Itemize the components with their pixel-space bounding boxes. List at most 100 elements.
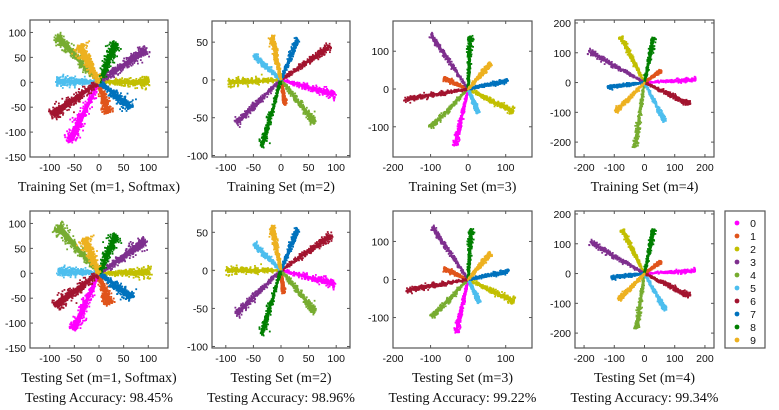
data-point bbox=[79, 66, 82, 69]
data-point bbox=[72, 103, 75, 106]
data-point bbox=[233, 85, 235, 88]
data-point bbox=[269, 123, 272, 126]
data-point bbox=[120, 102, 123, 105]
data-point bbox=[52, 106, 54, 109]
data-point bbox=[101, 107, 104, 110]
data-point bbox=[118, 102, 121, 105]
data-point bbox=[245, 82, 247, 85]
data-point bbox=[277, 84, 280, 87]
cluster-core bbox=[280, 45, 331, 81]
data-point bbox=[51, 117, 54, 120]
data-point bbox=[264, 126, 267, 129]
data-point bbox=[118, 83, 121, 86]
data-point bbox=[268, 113, 271, 116]
data-point bbox=[306, 118, 309, 120]
data-point bbox=[77, 130, 80, 133]
data-point bbox=[114, 97, 117, 99]
data-point bbox=[302, 112, 305, 115]
data-point bbox=[313, 122, 315, 125]
data-point bbox=[92, 81, 95, 84]
data-point bbox=[101, 87, 104, 90]
data-point bbox=[92, 97, 94, 100]
data-point bbox=[118, 94, 120, 97]
data-point bbox=[112, 61, 114, 64]
data-point bbox=[262, 100, 264, 103]
data-point bbox=[108, 70, 110, 73]
data-point bbox=[312, 116, 315, 119]
data-point bbox=[84, 100, 87, 103]
data-point bbox=[94, 69, 96, 72]
data-point bbox=[54, 40, 57, 43]
data-point bbox=[299, 101, 302, 104]
data-point bbox=[55, 44, 58, 47]
cluster-core bbox=[98, 81, 132, 110]
data-point bbox=[113, 83, 115, 85]
data-point bbox=[246, 84, 249, 86]
data-point bbox=[308, 119, 311, 122]
data-point bbox=[108, 50, 110, 53]
data-point bbox=[108, 49, 111, 52]
data-point bbox=[84, 63, 87, 66]
data-point bbox=[119, 78, 121, 81]
data-point bbox=[88, 58, 91, 60]
data-point bbox=[141, 76, 144, 79]
data-point bbox=[75, 119, 78, 122]
data-point bbox=[306, 84, 309, 87]
data-point bbox=[283, 85, 286, 88]
data-point bbox=[79, 96, 82, 99]
data-point bbox=[296, 66, 299, 69]
data-point bbox=[239, 123, 242, 125]
data-point bbox=[120, 95, 123, 98]
data-point bbox=[284, 71, 286, 74]
data-point bbox=[74, 75, 77, 78]
data-point bbox=[229, 86, 232, 89]
data-point bbox=[297, 63, 300, 66]
data-point bbox=[73, 111, 75, 114]
data-point bbox=[99, 67, 102, 70]
data-point bbox=[274, 102, 277, 105]
data-point bbox=[105, 69, 107, 72]
data-point bbox=[267, 113, 269, 116]
data-point bbox=[113, 61, 116, 64]
data-point bbox=[237, 124, 240, 127]
data-point bbox=[72, 56, 75, 59]
data-point bbox=[83, 122, 86, 125]
data-point bbox=[292, 93, 295, 95]
data-point bbox=[314, 86, 317, 89]
data-point bbox=[73, 86, 76, 89]
data-point bbox=[254, 107, 257, 110]
data-point bbox=[79, 126, 81, 128]
data-point bbox=[289, 95, 292, 97]
data-point bbox=[305, 84, 307, 87]
data-point bbox=[331, 90, 334, 92]
data-point bbox=[126, 57, 129, 59]
data-point bbox=[270, 117, 273, 120]
data-point bbox=[79, 110, 82, 112]
data-point bbox=[120, 105, 123, 108]
data-point bbox=[113, 51, 116, 54]
data-point bbox=[64, 100, 66, 103]
data-point bbox=[103, 63, 106, 66]
data-point bbox=[288, 51, 290, 53]
data-point bbox=[58, 44, 61, 47]
data-point bbox=[115, 49, 117, 52]
data-point bbox=[76, 136, 79, 139]
data-point bbox=[69, 118, 72, 121]
x-tick-label: -50 bbox=[67, 162, 82, 174]
data-point bbox=[144, 88, 147, 91]
data-point bbox=[87, 86, 90, 89]
data-point bbox=[115, 72, 118, 75]
data-point bbox=[84, 104, 87, 107]
data-point bbox=[312, 85, 314, 87]
data-point bbox=[307, 88, 310, 91]
data-point bbox=[97, 88, 100, 90]
data-point bbox=[140, 86, 143, 89]
data-point bbox=[67, 133, 70, 136]
data-point bbox=[125, 58, 128, 61]
data-point bbox=[255, 77, 258, 80]
data-point bbox=[54, 41, 57, 44]
data-point bbox=[74, 78, 76, 81]
data-point bbox=[99, 90, 102, 93]
data-point bbox=[285, 87, 287, 90]
